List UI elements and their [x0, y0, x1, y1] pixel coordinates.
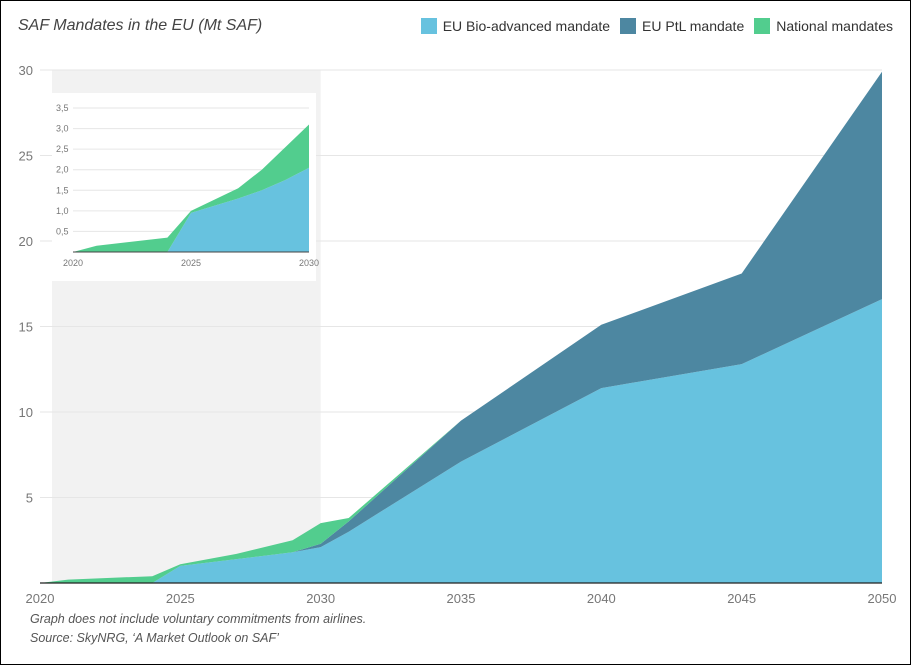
main-area-1 [40, 71, 882, 583]
inset-y-tick-label: 1,0 [56, 206, 69, 216]
inset-x-tick-label: 2020 [63, 258, 83, 268]
inset-y-tick-label: 2,0 [56, 165, 69, 175]
main-y-tick-label: 5 [26, 491, 33, 506]
legend-swatch-bio [420, 18, 437, 34]
chart-legend: EU Bio-advanced mandate EU PtL mandate N… [420, 18, 893, 34]
main-x-tick-label: 2050 [868, 591, 897, 606]
inset-x-tick-label: 2025 [181, 258, 201, 268]
legend-label-national: National mandates [776, 18, 893, 34]
legend-item-ptl[interactable]: EU PtL mandate [620, 18, 744, 34]
inset-area-0 [73, 167, 309, 252]
legend-label-bio: EU Bio-advanced mandate [442, 18, 611, 34]
chart-title: SAF Mandates in the EU (Mt SAF) [18, 17, 263, 34]
source-note: Source: SkyNRG, ‘A Market Outlook on SAF… [30, 631, 279, 645]
inset-y-tick-label: 1,5 [56, 185, 69, 195]
legend-label-ptl: EU PtL mandate [642, 18, 745, 34]
legend-swatch-national [754, 18, 771, 34]
inset-y-tick-label: 3,5 [56, 103, 69, 113]
inset-y-tick-label: 0,5 [56, 226, 69, 236]
inset-x-tick-label: 2030 [299, 258, 319, 268]
main-y-tick-label: 25 [19, 149, 33, 164]
main-area-0 [40, 299, 882, 583]
inset-area-1 [73, 124, 309, 252]
main-x-tick-label: 2040 [587, 591, 616, 606]
main-x-tick-label: 2030 [306, 591, 335, 606]
main-x-tick-label: 2020 [26, 591, 55, 606]
legend-item-bio[interactable]: EU Bio-advanced mandate [420, 18, 611, 34]
main-x-tick-label: 2035 [447, 591, 476, 606]
inset-plot: 0,5 1,0 1,5 2,0 2,5 3,0 3,5 2020 2025 2030 [56, 103, 319, 268]
footnote: Graph does not include voluntary commitm… [30, 612, 367, 626]
main-y-tick-label: 10 [19, 405, 33, 420]
legend-swatch-ptl [620, 18, 637, 34]
legend-item-national[interactable]: National mandates [754, 18, 893, 34]
inset-y-tick-label: 2,5 [56, 144, 69, 154]
main-x-tick-label: 2025 [166, 591, 195, 606]
main-y-tick-label: 20 [19, 234, 33, 249]
main-y-tick-label: 15 [19, 320, 33, 335]
main-y-tick-label: 30 [19, 63, 33, 78]
main-x-tick-label: 2045 [727, 591, 756, 606]
inset-y-tick-label: 3,0 [56, 124, 69, 134]
